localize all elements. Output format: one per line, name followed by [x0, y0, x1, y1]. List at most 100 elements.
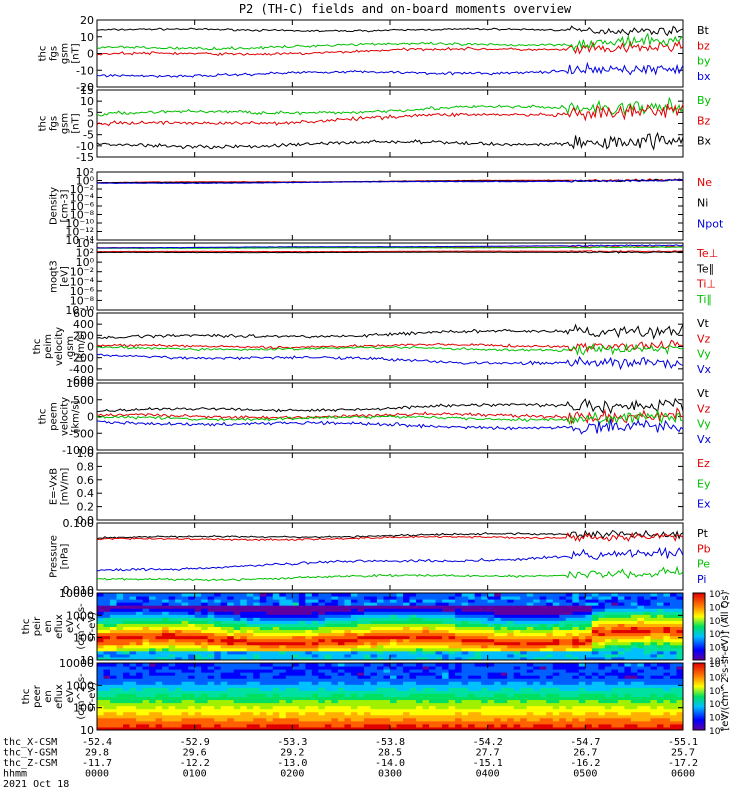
spectrogram-cell	[630, 672, 638, 676]
spectrogram-cell	[188, 672, 196, 676]
spectrogram-cell	[435, 723, 443, 728]
spectrogram-cell	[403, 687, 411, 691]
spectrogram-cell	[266, 663, 274, 667]
spectrogram-cell	[142, 617, 150, 621]
spectrogram-cell	[396, 669, 404, 673]
spectrogram-cell	[533, 696, 541, 701]
spectrogram-cell	[643, 678, 651, 682]
spectrogram-cell	[175, 602, 183, 606]
spectrogram-cell	[669, 602, 677, 606]
spectrogram-cell	[396, 629, 404, 634]
spectrogram-cell	[220, 711, 228, 716]
spectrogram-cell	[442, 717, 450, 722]
spectrogram-cell	[188, 608, 196, 612]
spectrogram-cell	[520, 635, 528, 640]
spectrogram-cell	[357, 675, 365, 679]
spectrogram-cell	[155, 726, 163, 731]
spectrogram-cell	[494, 702, 502, 707]
spectrogram-cell	[123, 641, 131, 646]
spectrogram-cell	[455, 650, 463, 655]
spectrogram-cell	[331, 650, 339, 655]
spectrogram-cell	[448, 626, 456, 631]
spectrogram-cell	[376, 617, 384, 621]
spectrogram-cell	[624, 638, 632, 643]
spectrogram-cell	[155, 620, 163, 624]
spectrogram-cell	[110, 672, 118, 676]
spectrogram-cell	[552, 599, 560, 603]
spectrogram-cell	[435, 605, 443, 609]
spectrogram-cell	[448, 593, 456, 597]
spectrogram-cell	[604, 717, 612, 722]
spectrogram-cell	[390, 693, 398, 697]
spectrogram-cell	[656, 663, 664, 667]
spectrogram-cell	[318, 632, 326, 637]
spectrogram-cell	[162, 644, 170, 649]
legend-entry: Ex	[697, 498, 711, 511]
spectrogram-cell	[403, 611, 411, 615]
spectrogram-cell	[552, 663, 560, 667]
spectrogram-cell	[168, 699, 176, 704]
spectrogram-cell	[669, 714, 677, 719]
x-axis-value: 0200	[280, 769, 304, 780]
spectrogram-cell	[188, 663, 196, 667]
spectrogram-cell	[370, 711, 378, 716]
spectrogram-cell	[611, 623, 619, 627]
spectrogram-cell	[442, 675, 450, 679]
spectrogram-cell	[526, 714, 534, 719]
spectrogram-cell	[116, 629, 124, 634]
spectrogram-cell	[494, 629, 502, 634]
spectrogram-cell	[246, 678, 254, 682]
spectrogram-cell	[552, 596, 560, 600]
spectrogram-cell	[110, 669, 118, 673]
spectrogram-cell	[194, 663, 202, 667]
spectrogram-cell	[253, 617, 261, 621]
spectrogram-cell	[129, 596, 137, 600]
spectrogram-cell	[142, 614, 150, 618]
spectrogram-cell	[266, 720, 274, 725]
spectrogram-cell	[572, 605, 580, 609]
spectrogram-cell	[617, 632, 625, 637]
spectrogram-cell	[552, 656, 560, 661]
spectrogram-cell	[246, 672, 254, 676]
spectrogram-cell	[357, 626, 365, 631]
spectrogram-cell	[611, 599, 619, 603]
spectrogram-cell	[422, 596, 430, 600]
spectrogram-cell	[461, 614, 469, 618]
spectrogram-cell	[637, 638, 645, 643]
spectrogram-cell	[481, 681, 489, 685]
spectrogram-cell	[298, 708, 306, 713]
spectrogram-cell	[305, 626, 313, 631]
spectrogram-cell	[253, 702, 261, 707]
spectrogram-cell	[175, 711, 183, 716]
spectrogram-cell	[520, 644, 528, 649]
spectrogram-cell	[390, 647, 398, 652]
spectrogram-cell	[552, 702, 560, 707]
spectrogram-cell	[494, 644, 502, 649]
spectrogram-cell	[520, 717, 528, 722]
spectrogram-cell	[598, 608, 606, 612]
spectrogram-cell	[500, 693, 508, 697]
spectrogram-cell	[585, 620, 593, 624]
spectrogram-cell	[259, 605, 267, 609]
spectrogram-cell	[220, 702, 228, 707]
spectrogram-cell	[136, 666, 144, 670]
spectrogram-cell	[298, 699, 306, 704]
spectrogram-cell	[500, 666, 508, 670]
spectrogram-cell	[494, 678, 502, 682]
spectrogram-cell	[285, 656, 293, 661]
spectrogram-cell	[611, 699, 619, 704]
spectrogram-cell	[227, 702, 235, 707]
spectrogram-cell	[337, 608, 345, 612]
spectrogram-cell	[617, 644, 625, 649]
spectrogram-cell	[376, 678, 384, 682]
spectrogram-cell	[611, 678, 619, 682]
spectrogram-cell	[422, 656, 430, 661]
spectrogram-cell	[468, 635, 476, 640]
spectrogram-cell	[630, 593, 638, 597]
spectrogram-cell	[285, 663, 293, 667]
spectrogram-cell	[429, 672, 437, 676]
spectrogram-cell	[474, 620, 482, 624]
spectrogram-cell	[416, 720, 424, 725]
spectrogram-cell	[318, 605, 326, 609]
spectrogram-cell	[305, 693, 313, 697]
